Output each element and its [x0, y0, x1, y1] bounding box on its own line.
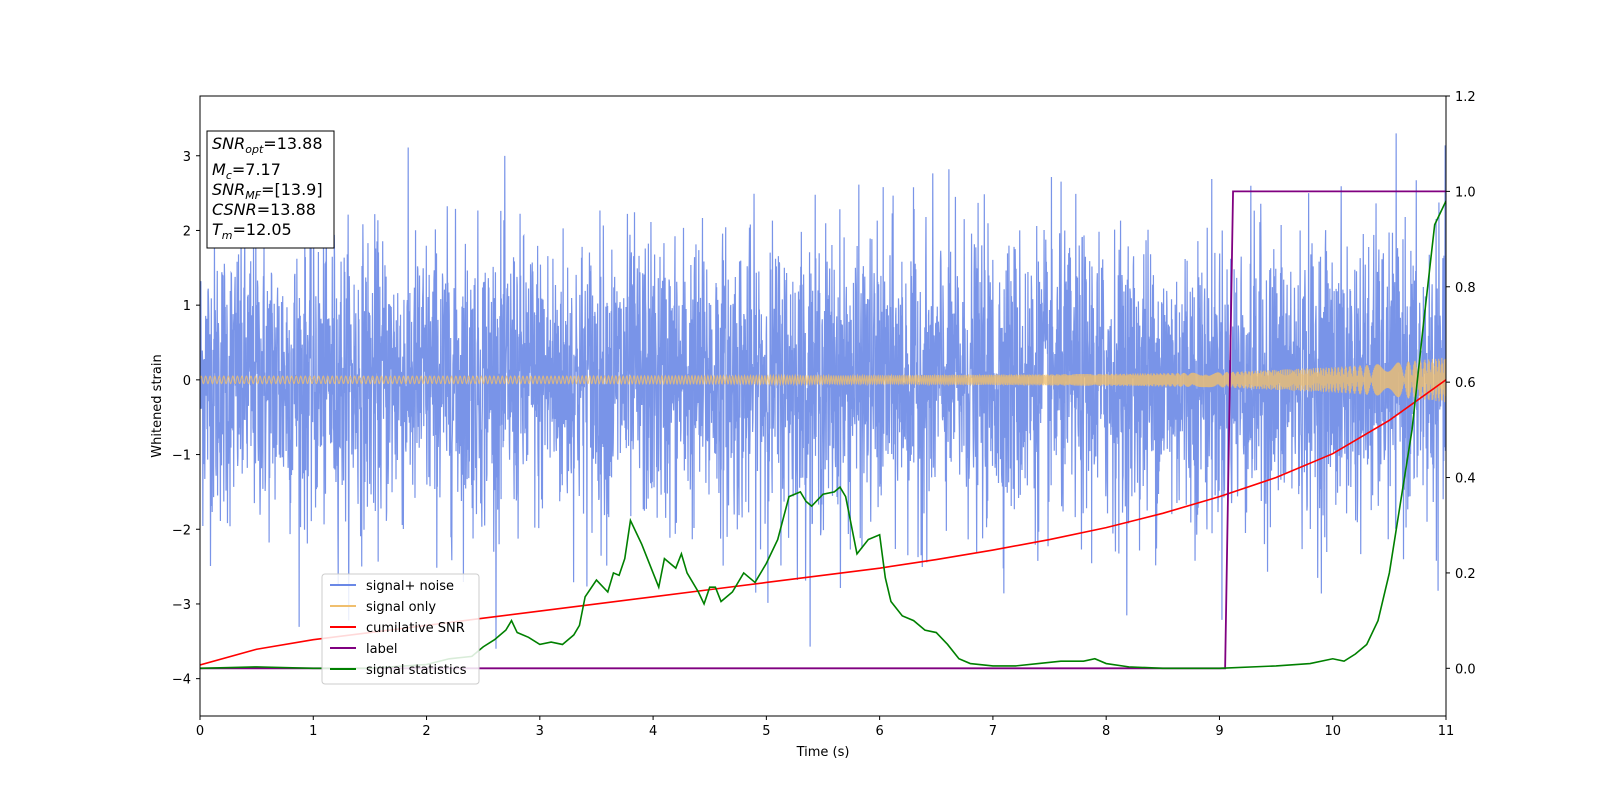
legend: signal+ noise signal only cumilative SNR la… [321, 573, 480, 685]
plot-frame [199, 95, 1447, 717]
left-y-tick-label: 3 [183, 150, 191, 165]
left-y-tick-label: 1 [183, 299, 191, 314]
series-label-line [200, 190, 1446, 670]
right-y-tick-label: 0.8 [1455, 281, 1476, 296]
stats-line-value: =[13.9] [261, 180, 323, 199]
x-tick-label: 11 [1438, 724, 1455, 739]
stats-line-symbol: T [212, 220, 223, 239]
legend-label: signal statistics [366, 663, 467, 678]
x-axis-ticks: 0 1 2 3 4 5 6 7 8 9 10 11 [196, 716, 1454, 739]
stats-line-symbol: SNR [212, 180, 245, 199]
left-y-tick-label: −4 [172, 673, 191, 688]
x-tick-label: 4 [649, 724, 657, 739]
x-tick-label: 2 [422, 724, 430, 739]
left-y-tick-label: −2 [172, 523, 191, 538]
stats-line-symbol: CSNR [212, 200, 257, 219]
stats-line-subscript: MF [245, 189, 261, 202]
left-y-axis-ticks: −4 −3 −2 −1 0 1 2 3 [172, 150, 200, 688]
x-tick-label: 9 [1215, 724, 1223, 739]
stats-line-subscript: c [226, 169, 232, 182]
legend-label: cumilative SNR [366, 621, 465, 636]
left-y-tick-label: −1 [172, 449, 191, 464]
x-tick-label: 5 [762, 724, 770, 739]
x-tick-label: 6 [875, 724, 883, 739]
right-y-tick-label: 0.2 [1455, 567, 1476, 582]
legend-label: signal+ noise [366, 579, 454, 594]
stats-line-value: =13.88 [257, 200, 316, 219]
series-signal-statistics-line [200, 200, 1446, 670]
stats-line-value: =12.05 [233, 220, 292, 239]
stats-text: SNRopt=13.88 Mc=7.17 SNRMF=[13.9] CSNR=13.8… [212, 134, 323, 242]
stats-line-symbol: M [212, 160, 226, 179]
x-tick-label: 7 [989, 724, 997, 739]
right-y-tick-label: 0.0 [1455, 662, 1476, 677]
series-signal-only-line [200, 357, 1446, 403]
stats-box: SNRopt=13.88 Mc=7.17 SNRMF=[13.9] CSNR=13.8… [206, 130, 335, 249]
right-y-axis-ticks: 0.0 0.2 0.4 0.6 0.8 1.0 1.2 [1446, 90, 1476, 677]
x-tick-label: 3 [536, 724, 544, 739]
left-y-tick-label: 2 [183, 224, 191, 239]
right-y-tick-label: 1.0 [1455, 185, 1476, 200]
legend-label: label [366, 642, 397, 657]
stats-line-subscript: opt [245, 143, 264, 156]
stats-line-subscript: m [222, 229, 233, 242]
left-y-tick-label: −3 [172, 598, 191, 613]
x-tick-label: 1 [309, 724, 317, 739]
legend-label: signal only [366, 600, 436, 615]
x-tick-label: 10 [1324, 724, 1341, 739]
x-tick-label: 0 [196, 724, 204, 739]
stats-line-symbol: SNR [212, 134, 245, 153]
x-tick-label: 8 [1102, 724, 1110, 739]
right-y-tick-label: 0.4 [1455, 472, 1476, 487]
legend-frame [321, 573, 480, 685]
left-y-tick-label: 0 [183, 374, 191, 389]
y-axis-label: Whitened strain [150, 354, 165, 457]
stats-line-value: =7.17 [232, 160, 281, 179]
stats-line-value: =13.88 [263, 134, 322, 153]
x-axis-label: Time (s) [796, 745, 850, 760]
series-signal-noise-line [200, 133, 1446, 649]
right-y-tick-label: 0.6 [1455, 376, 1476, 391]
right-y-tick-label: 1.2 [1455, 90, 1476, 105]
